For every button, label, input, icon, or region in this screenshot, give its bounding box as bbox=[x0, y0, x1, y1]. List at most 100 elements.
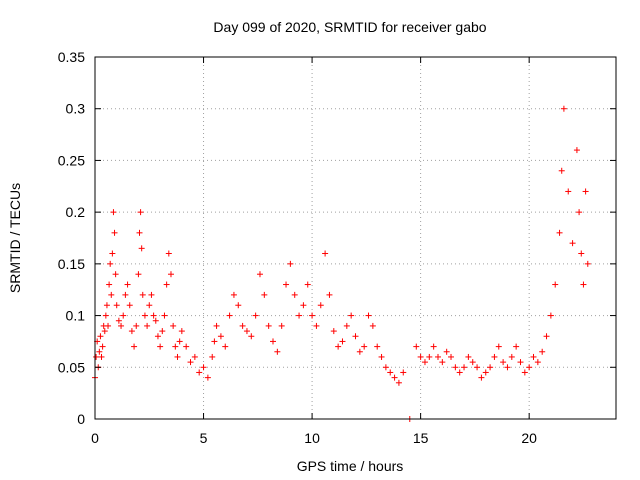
x-tick-label: 20 bbox=[521, 430, 537, 446]
data-point bbox=[138, 245, 145, 252]
data-point bbox=[369, 322, 376, 329]
data-point bbox=[352, 333, 359, 340]
data-point bbox=[159, 328, 166, 335]
data-point bbox=[136, 229, 143, 236]
data-point bbox=[172, 343, 179, 350]
data-point bbox=[543, 333, 550, 340]
data-point bbox=[573, 147, 580, 154]
y-tick-label: 0 bbox=[77, 411, 85, 427]
data-point bbox=[106, 281, 113, 288]
data-point bbox=[154, 333, 161, 340]
data-point bbox=[495, 343, 502, 350]
data-point bbox=[196, 369, 203, 376]
x-tick-label: 0 bbox=[91, 430, 99, 446]
data-point bbox=[110, 209, 117, 216]
data-point bbox=[178, 328, 185, 335]
data-point bbox=[131, 343, 138, 350]
x-axis-label: GPS time / hours bbox=[297, 458, 404, 474]
data-point bbox=[365, 312, 372, 319]
data-point bbox=[211, 338, 218, 345]
data-point bbox=[283, 281, 290, 288]
data-point bbox=[508, 353, 515, 360]
data-point bbox=[122, 291, 129, 298]
y-tick-label: 0.15 bbox=[58, 256, 85, 272]
data-point bbox=[137, 209, 144, 216]
data-point bbox=[274, 348, 281, 355]
y-tick-label: 0.35 bbox=[58, 49, 85, 65]
grid-lines bbox=[95, 57, 616, 419]
data-point bbox=[296, 312, 303, 319]
data-point bbox=[99, 343, 106, 350]
data-point bbox=[356, 348, 363, 355]
data-point bbox=[400, 369, 407, 376]
data-point bbox=[174, 353, 181, 360]
data-point bbox=[558, 167, 565, 174]
data-point bbox=[421, 359, 428, 366]
data-point bbox=[474, 364, 481, 371]
data-point bbox=[361, 343, 368, 350]
data-point bbox=[157, 343, 164, 350]
data-point bbox=[578, 250, 585, 257]
data-point bbox=[124, 281, 131, 288]
data-point bbox=[534, 359, 541, 366]
data-point bbox=[93, 353, 100, 360]
chart-title: Day 099 of 2020, SRMTID for receiver gab… bbox=[213, 19, 486, 35]
data-point bbox=[209, 353, 216, 360]
data-point bbox=[252, 312, 259, 319]
data-point bbox=[217, 333, 224, 340]
data-point bbox=[146, 302, 153, 309]
data-point bbox=[278, 322, 285, 329]
data-point bbox=[580, 281, 587, 288]
data-point bbox=[584, 260, 591, 267]
y-tick-label: 0.3 bbox=[66, 101, 86, 117]
data-point bbox=[322, 250, 329, 257]
data-point bbox=[539, 348, 546, 355]
data-point bbox=[387, 369, 394, 376]
data-point bbox=[326, 291, 333, 298]
data-point bbox=[339, 338, 346, 345]
data-point bbox=[343, 322, 350, 329]
data-point bbox=[287, 260, 294, 267]
data-point bbox=[204, 374, 211, 381]
data-point bbox=[239, 322, 246, 329]
data-point bbox=[430, 343, 437, 350]
data-point bbox=[213, 322, 220, 329]
data-point bbox=[248, 333, 255, 340]
data-point bbox=[101, 328, 108, 335]
data-point bbox=[187, 359, 194, 366]
data-point bbox=[111, 229, 118, 236]
data-point bbox=[128, 328, 135, 335]
data-point bbox=[413, 343, 420, 350]
plot-frame bbox=[94, 56, 617, 420]
data-point bbox=[452, 364, 459, 371]
data-point bbox=[560, 105, 567, 112]
data-point bbox=[434, 353, 441, 360]
y-tick-label: 0.2 bbox=[66, 204, 86, 220]
data-point bbox=[530, 353, 537, 360]
data-point bbox=[469, 359, 476, 366]
data-point bbox=[112, 271, 119, 278]
data-point bbox=[97, 333, 104, 340]
data-point bbox=[443, 348, 450, 355]
data-point bbox=[291, 291, 298, 298]
data-point bbox=[448, 353, 455, 360]
data-point bbox=[235, 302, 242, 309]
data-point bbox=[113, 302, 120, 309]
data-point bbox=[417, 353, 424, 360]
data-point bbox=[382, 364, 389, 371]
data-point bbox=[526, 364, 533, 371]
data-point bbox=[135, 271, 142, 278]
data-point bbox=[304, 281, 311, 288]
data-point bbox=[569, 240, 576, 247]
data-point bbox=[226, 312, 233, 319]
data-point bbox=[170, 322, 177, 329]
data-point bbox=[139, 291, 146, 298]
data-point bbox=[222, 343, 229, 350]
y-tick-label: 0.05 bbox=[58, 359, 85, 375]
data-point bbox=[167, 271, 174, 278]
data-point bbox=[521, 369, 528, 376]
data-point bbox=[491, 353, 498, 360]
axis-ticks: 0 0.05 0.1 0.15 0.2 0.25 0.3 0.35 0 5 10 15 20 bbox=[58, 49, 616, 446]
x-tick-label: 10 bbox=[304, 430, 320, 446]
y-axis-label: SRMTID / TECUs bbox=[7, 183, 23, 293]
